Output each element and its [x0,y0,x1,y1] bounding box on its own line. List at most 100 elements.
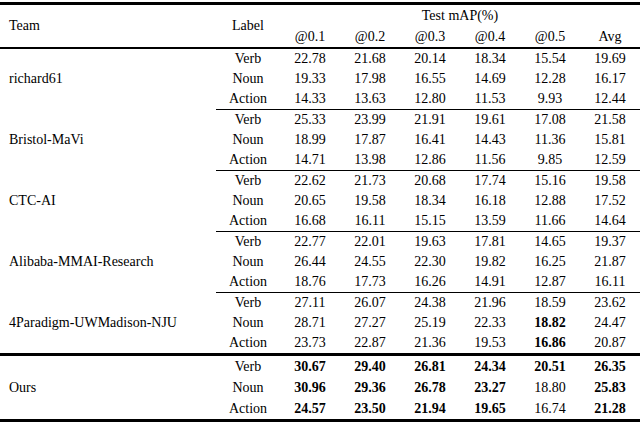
row-label: Action [216,211,280,232]
map-value: 18.34 [460,48,520,69]
map-value: 14.43 [460,130,520,150]
map-value: 24.57 [280,398,340,421]
map-value: 27.27 [340,313,400,333]
map-value: 21.96 [460,293,520,314]
map-value: 16.17 [580,69,640,89]
map-value: 25.33 [280,110,340,131]
team-name: Ours [0,355,216,421]
map-value: 23.62 [580,293,640,314]
map-value: 16.41 [400,130,460,150]
row-label: Action [216,272,280,293]
map-value: 19.61 [460,110,520,131]
map-value: 14.91 [460,272,520,293]
map-value: 14.64 [580,211,640,232]
row-label: Noun [216,313,280,333]
team-name: 4Paradigm-UWMadison-NJU [0,293,216,355]
map-value: 14.65 [520,232,580,253]
row-label: Verb [216,355,280,378]
map-value: 26.81 [400,355,460,378]
team-name: CTC-AI [0,171,216,232]
map-value: 16.18 [460,191,520,211]
map-value: 17.81 [460,232,520,253]
team-name: richard61 [0,48,216,110]
team-name: Bristol-MaVi [0,110,216,171]
table-row: Bristol-MaViVerb25.3323.9921.9119.6117.0… [0,110,640,131]
map-value: 12.88 [520,191,580,211]
map-value: 17.74 [460,171,520,192]
map-value: 30.67 [280,355,340,378]
map-value: 29.40 [340,355,400,378]
table-row: 4Paradigm-UWMadison-NJUVerb27.1126.0724.… [0,293,640,314]
column-header-at04: @0.4 [460,27,520,48]
map-value: 26.44 [280,252,340,272]
map-value: 11.66 [520,211,580,232]
map-value: 16.11 [580,272,640,293]
map-value: 18.99 [280,130,340,150]
map-value: 16.74 [520,398,580,421]
map-value: 23.99 [340,110,400,131]
map-value: 19.63 [400,232,460,253]
column-header-avg: Avg [580,27,640,48]
map-value: 22.01 [340,232,400,253]
row-label: Action [216,89,280,110]
map-value: 17.98 [340,69,400,89]
column-group-header-test-map: Test mAP(%) [280,4,640,28]
map-value: 22.87 [340,333,400,355]
map-value: 19.69 [580,48,640,69]
map-value: 16.86 [520,333,580,355]
map-value: 20.68 [400,171,460,192]
map-value: 19.82 [460,252,520,272]
map-value: 18.34 [400,191,460,211]
map-value: 21.91 [400,110,460,131]
map-value: 9.85 [520,150,580,171]
map-value: 12.59 [580,150,640,171]
map-value: 15.54 [520,48,580,69]
paper-table-page: Team Label Test mAP(%) @0.1 @0.2 @0.3 @0… [0,0,640,432]
column-header-at05: @0.5 [520,27,580,48]
map-value: 15.15 [400,211,460,232]
map-value: 26.07 [340,293,400,314]
row-label: Noun [216,130,280,150]
map-value: 17.08 [520,110,580,131]
map-value: 9.93 [520,89,580,110]
map-value: 16.68 [280,211,340,232]
map-value: 11.36 [520,130,580,150]
map-value: 12.86 [400,150,460,171]
column-header-at02: @0.2 [340,27,400,48]
map-value: 21.36 [400,333,460,355]
table-row: Alibaba-MMAI-ResearchVerb22.7722.0119.63… [0,232,640,253]
map-value: 13.98 [340,150,400,171]
map-value: 19.37 [580,232,640,253]
row-label: Noun [216,377,280,398]
map-value: 11.53 [460,89,520,110]
map-value: 24.47 [580,313,640,333]
row-label: Verb [216,293,280,314]
map-value: 15.81 [580,130,640,150]
map-value: 26.35 [580,355,640,378]
map-value: 18.59 [520,293,580,314]
row-label: Noun [216,252,280,272]
map-value: 18.82 [520,313,580,333]
map-value: 25.19 [400,313,460,333]
map-value: 14.69 [460,69,520,89]
map-value: 18.80 [520,377,580,398]
row-label: Action [216,150,280,171]
map-value: 16.25 [520,252,580,272]
map-value: 21.58 [580,110,640,131]
row-label: Action [216,333,280,355]
map-value: 14.33 [280,89,340,110]
row-label: Verb [216,232,280,253]
map-value: 12.44 [580,89,640,110]
map-value: 16.11 [340,211,400,232]
map-value: 13.63 [340,89,400,110]
map-value: 23.73 [280,333,340,355]
column-header-at01: @0.1 [280,27,340,48]
map-value: 14.71 [280,150,340,171]
map-value: 19.58 [580,171,640,192]
map-value: 21.94 [400,398,460,421]
map-value: 12.28 [520,69,580,89]
map-value: 25.83 [580,377,640,398]
map-value: 21.68 [340,48,400,69]
map-value: 20.65 [280,191,340,211]
map-value: 24.34 [460,355,520,378]
